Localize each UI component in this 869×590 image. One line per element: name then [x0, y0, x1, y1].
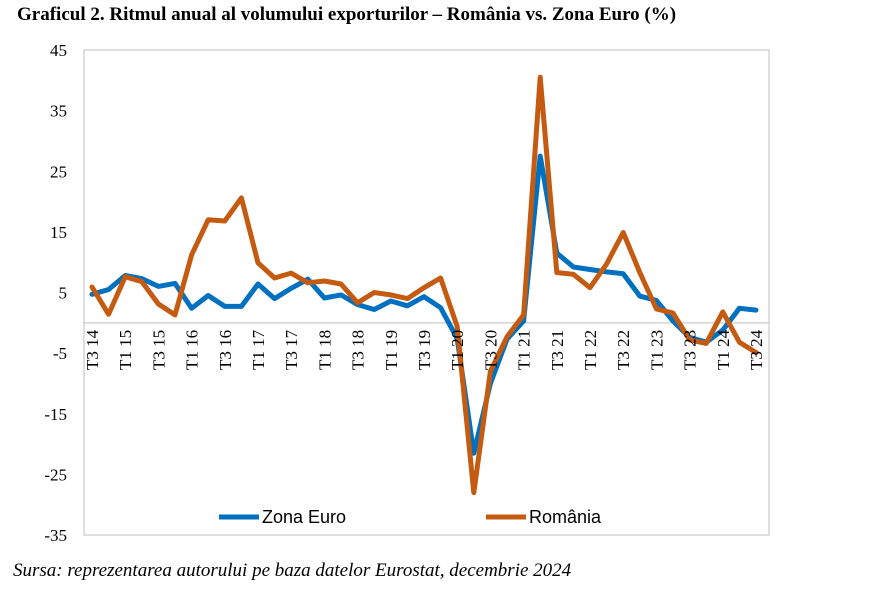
legend: Zona Euro România	[219, 507, 602, 527]
chart-title: Graficul 2. Ritmul anual al volumului ex…	[17, 4, 677, 25]
x-axis-tick-labels: T3 14 T1 15 T3 15 T1 16 T3 16 T1 17 T3 17 T1 18…	[83, 329, 766, 370]
x-tick-label: T1 17	[249, 329, 268, 370]
x-tick-label: T1 15	[116, 330, 135, 370]
source-note: Sursa: reprezentarea autorului pe baza d…	[13, 560, 572, 581]
x-tick-label: T3 23	[681, 330, 700, 370]
y-tick-label: 45	[50, 41, 67, 60]
y-tick-label: 15	[50, 223, 67, 242]
plot-area-border	[83, 49, 770, 536]
plot-frame-layer	[83, 49, 770, 536]
y-tick-label: 5	[59, 284, 68, 303]
y-axis-tick-labels: 45 35 25 15 5 -5 -15 -25 -35	[44, 41, 67, 545]
y-tick-label: -5	[53, 344, 67, 363]
x-tick-label: T1 19	[382, 330, 401, 370]
x-tick-label: T1 21	[515, 330, 534, 370]
x-tick-label: T3 20	[481, 330, 500, 370]
x-tick-label: T1 18	[315, 330, 334, 370]
x-tick-label: T3 19	[415, 330, 434, 370]
x-tick-label: T1 16	[183, 330, 202, 370]
x-tick-label: T3 17	[282, 329, 301, 370]
x-tick-label: T1 22	[581, 330, 600, 370]
series-line-românia	[89, 74, 759, 496]
y-tick-label: 35	[50, 102, 67, 121]
y-tick-label: -15	[44, 405, 67, 424]
x-tick-label: T3 24	[747, 329, 766, 370]
x-tick-label: T1 24	[714, 329, 733, 370]
legend-label: România	[529, 507, 602, 527]
x-tick-label: T1 20	[448, 330, 467, 370]
x-tick-label: T3 16	[216, 330, 235, 370]
x-tick-label: T3 14	[83, 329, 102, 370]
x-tick-label: T3 18	[349, 330, 368, 370]
x-tick-label: T3 21	[548, 330, 567, 370]
x-tick-label: T3 22	[614, 330, 633, 370]
y-tick-label: -35	[44, 526, 67, 545]
legend-label: Zona Euro	[262, 507, 346, 527]
x-tick-label: T3 15	[149, 330, 168, 370]
y-tick-label: 25	[50, 162, 67, 181]
y-tick-label: -25	[44, 465, 67, 484]
x-tick-label: T1 23	[647, 330, 666, 370]
series-layer	[89, 74, 759, 496]
series-line-zona-euro	[89, 153, 759, 456]
